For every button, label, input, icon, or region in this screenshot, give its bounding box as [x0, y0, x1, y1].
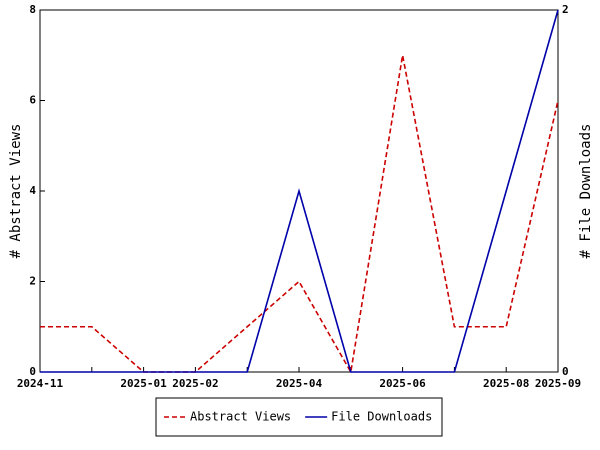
x-tick-label: 2025-01 — [120, 377, 167, 390]
y2-tick-label: 2 — [562, 3, 569, 16]
y2-axis-title: # File Downloads — [578, 124, 594, 259]
legend-box — [155, 397, 443, 437]
y-tick-label: 2 — [29, 275, 36, 288]
x-tick-label: 2025-09 — [535, 377, 581, 390]
x-tick-label: 2024-11 — [17, 377, 64, 390]
y-axis-title: # Abstract Views — [8, 124, 24, 259]
y-tick-label: 8 — [29, 3, 36, 16]
line-series — [40, 55, 559, 375]
x-tick-label: 2025-06 — [379, 377, 426, 390]
y-tick-label: 0 — [29, 365, 36, 378]
x-tick-label: 2025-08 — [483, 377, 529, 390]
y-tick-label: 6 — [29, 94, 36, 107]
legend-label: Abstract Views — [190, 410, 291, 424]
y-tick-label: 4 — [29, 184, 36, 197]
x-tick-label: 2025-04 — [276, 377, 323, 390]
y2-tick-label: 0 — [562, 365, 569, 378]
x-tick-label: 2025-02 — [172, 377, 218, 390]
legend-label: File Downloads — [331, 410, 432, 424]
line-series — [40, 9, 559, 373]
